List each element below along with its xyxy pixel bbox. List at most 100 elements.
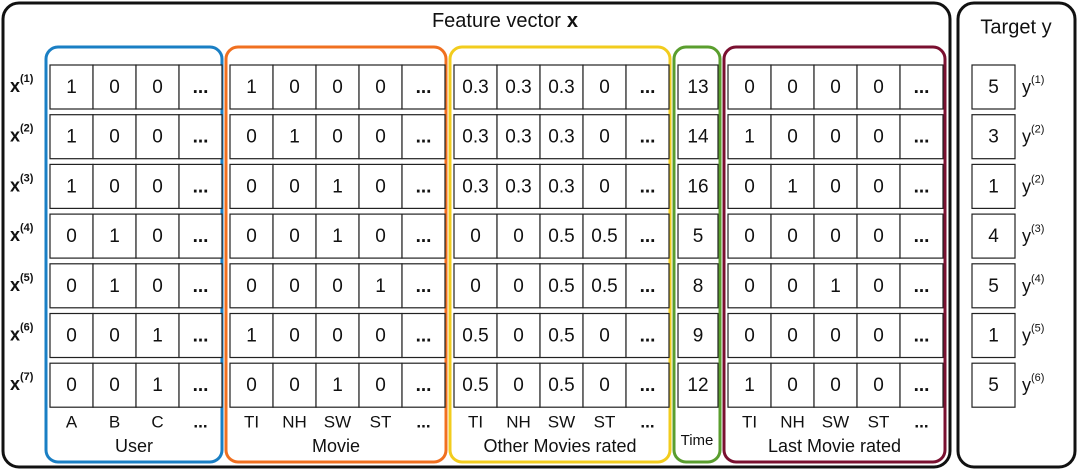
cell-value: ...	[416, 226, 432, 247]
cell-value: 0	[513, 226, 524, 247]
cell	[135, 362, 180, 408]
cell-value: 0	[289, 375, 300, 396]
target-cell	[971, 64, 1016, 110]
cell-value: ...	[640, 326, 656, 347]
cell	[582, 213, 627, 259]
cell-value: 0	[152, 127, 163, 148]
cell-value: ...	[416, 127, 432, 148]
cell	[358, 114, 403, 160]
cell	[677, 213, 719, 259]
cell-value: 9	[693, 326, 704, 347]
cell-value: 0	[66, 276, 77, 297]
cell	[899, 64, 944, 110]
cell	[358, 362, 403, 408]
column-label: NH	[506, 412, 531, 431]
cell	[178, 114, 223, 160]
cell-value: 0	[744, 276, 755, 297]
cell-value: ...	[416, 326, 432, 347]
cell-value: 0	[152, 176, 163, 197]
cell	[92, 213, 137, 259]
target-label: y(2)	[1022, 124, 1044, 147]
cell-value: 0	[109, 326, 120, 347]
cell-value: 0	[375, 77, 386, 98]
cell	[625, 263, 670, 309]
cell-value: 0	[332, 127, 343, 148]
cell-value: 16	[687, 176, 708, 197]
cell	[496, 163, 541, 209]
cell-value: 0	[830, 326, 841, 347]
cell	[539, 64, 584, 110]
cell	[358, 64, 403, 110]
target-label: y(5)	[1022, 322, 1044, 345]
cell	[315, 213, 360, 259]
cell-value: 0	[152, 276, 163, 297]
cell	[582, 362, 627, 408]
cell-value: ...	[640, 375, 656, 396]
cell-value: 0.5	[462, 326, 488, 347]
cell	[453, 362, 498, 408]
cell-value: 1	[332, 226, 343, 247]
cell	[272, 263, 317, 309]
cell	[453, 263, 498, 309]
cell	[582, 263, 627, 309]
cell-value: 0	[873, 276, 884, 297]
cell	[49, 312, 94, 359]
cell	[401, 64, 446, 110]
group-box	[672, 45, 722, 464]
row-label-sup: (1)	[20, 73, 34, 85]
cell	[625, 362, 670, 408]
cell-value: 0	[66, 326, 77, 347]
cell-value: 0	[599, 127, 610, 148]
cell-value: 0	[599, 375, 610, 396]
cell-value: ...	[193, 226, 209, 247]
target-value: 3	[988, 127, 999, 148]
cell	[899, 263, 944, 309]
cell	[272, 362, 317, 408]
cell	[813, 263, 858, 309]
cell	[899, 213, 944, 259]
row-label: x(3)	[10, 172, 34, 195]
cell-value: 0	[744, 77, 755, 98]
target-value: 5	[988, 77, 999, 98]
column-label: SW	[324, 412, 351, 431]
cell-value: 0	[744, 176, 755, 197]
cell	[401, 263, 446, 309]
cell	[539, 263, 584, 309]
column-label: C	[151, 412, 163, 431]
column-label: ...	[914, 412, 928, 431]
row-label-base: x	[10, 175, 20, 195]
cell	[453, 64, 498, 110]
target-title: Target y	[980, 16, 1051, 38]
cell-value: 0.5	[548, 276, 574, 297]
target-value: 1	[988, 326, 999, 347]
title-variable: x	[567, 10, 578, 32]
cell-value: 0.3	[505, 127, 531, 148]
cell-value: 0	[332, 326, 343, 347]
column-label: ST	[370, 412, 392, 431]
cell	[899, 312, 944, 359]
cell-value: 0	[787, 226, 798, 247]
cell-value: 0	[830, 226, 841, 247]
cell	[229, 114, 274, 160]
cell	[899, 362, 944, 408]
cell-value: 0	[830, 176, 841, 197]
cell-value: ...	[193, 276, 209, 297]
group-box	[224, 45, 448, 464]
cell-value: 1	[246, 326, 257, 347]
group-box	[448, 45, 672, 464]
cell-value: 0.5	[548, 226, 574, 247]
target-cell	[971, 263, 1016, 309]
cell-value: 1	[332, 176, 343, 197]
target-label-sup: (6)	[1031, 372, 1044, 384]
cell-value: 0	[289, 77, 300, 98]
cell	[539, 312, 584, 359]
column-label: B	[109, 412, 120, 431]
group-name: Last Movie rated	[768, 436, 901, 456]
row-label: x(2)	[10, 123, 34, 146]
cell	[272, 64, 317, 110]
row-label-base: x	[10, 275, 20, 295]
target-label-sup: (2)	[1031, 124, 1044, 136]
cell-value: 5	[693, 226, 704, 247]
column-label: NH	[780, 412, 805, 431]
target-cell	[971, 114, 1016, 160]
